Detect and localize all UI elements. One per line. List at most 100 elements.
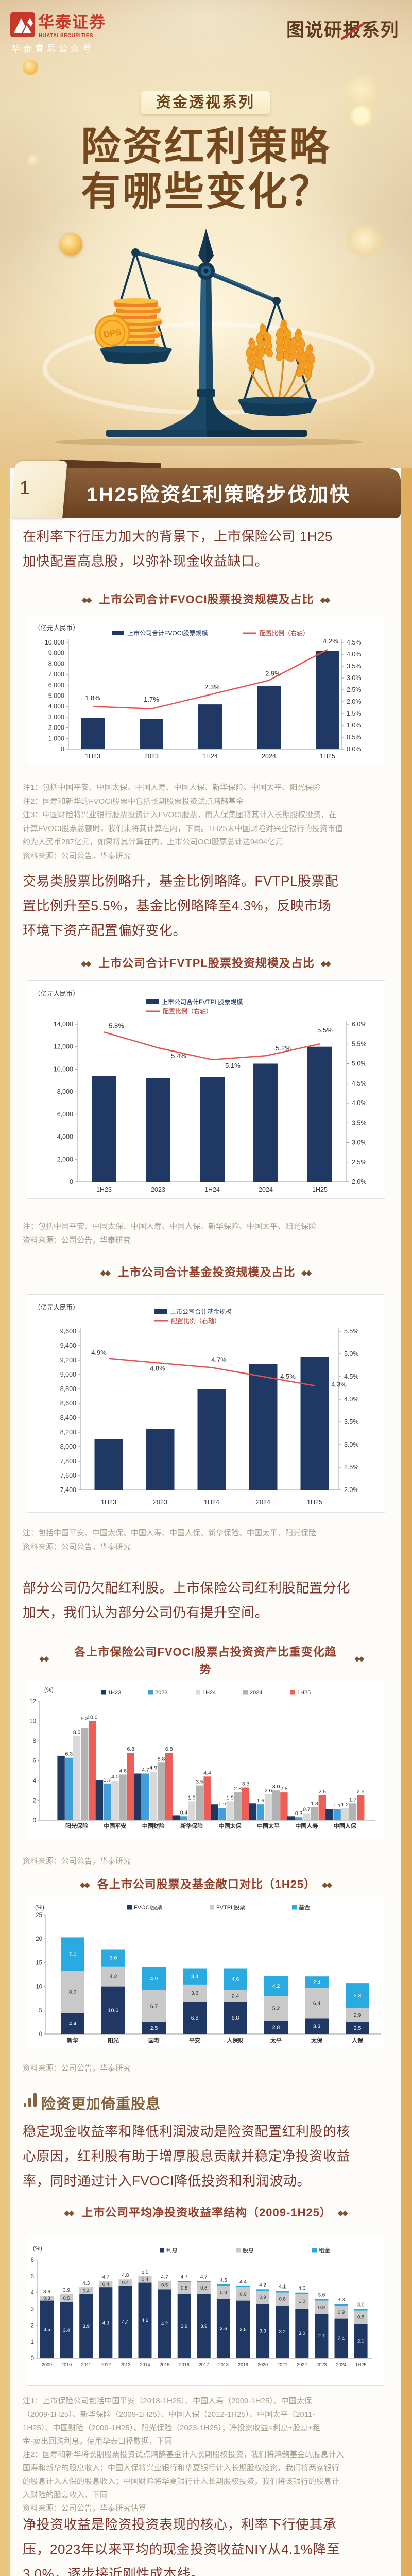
svg-text:阳光: 阳光: [108, 2037, 119, 2044]
svg-text:FVTPL股票: FVTPL股票: [216, 1904, 245, 1911]
svg-text:15: 15: [36, 1960, 42, 1966]
svg-text:2013: 2013: [120, 2362, 130, 2367]
svg-text:1.7%: 1.7%: [144, 696, 159, 703]
svg-text:2.1: 2.1: [357, 2338, 364, 2344]
svg-text:3.6: 3.6: [318, 2292, 325, 2298]
svg-text:4.7: 4.7: [181, 2274, 188, 2280]
svg-text:6,000: 6,000: [48, 682, 64, 689]
svg-text:中国平安: 中国平安: [104, 1822, 126, 1829]
svg-text:8,400: 8,400: [60, 1414, 76, 1421]
svg-text:1,000: 1,000: [48, 735, 64, 742]
svg-text:2: 2: [33, 1798, 36, 1804]
svg-text:1H25: 1H25: [320, 753, 335, 760]
svg-text:5.4%: 5.4%: [171, 1052, 186, 1060]
svg-text:6.8: 6.8: [127, 1746, 134, 1752]
svg-text:5.5%: 5.5%: [352, 1040, 367, 1047]
svg-text:3.6: 3.6: [110, 1955, 117, 1961]
svg-text:2.5: 2.5: [318, 1789, 326, 1795]
svg-text:5.1%: 5.1%: [225, 1062, 241, 1070]
svg-text:20: 20: [36, 1936, 42, 1942]
svg-text:2.8: 2.8: [234, 1786, 242, 1792]
svg-text:4.5%: 4.5%: [352, 1080, 367, 1087]
svg-text:配置比例（右轴）: 配置比例（右轴）: [260, 629, 309, 637]
svg-text:2024: 2024: [262, 753, 276, 760]
svg-text:4.6: 4.6: [142, 2318, 148, 2324]
svg-text:中国财险: 中国财险: [142, 1822, 165, 1829]
svg-text:4.4: 4.4: [122, 2319, 129, 2325]
svg-text:2023: 2023: [153, 1499, 167, 1506]
svg-text:国寿: 国寿: [148, 2037, 160, 2044]
svg-text:8,000: 8,000: [48, 660, 64, 667]
svg-text:2.9%: 2.9%: [265, 670, 281, 677]
svg-text:0.4: 0.4: [142, 2277, 148, 2282]
svg-text:4: 4: [31, 2290, 35, 2296]
svg-text:1.2: 1.2: [341, 1802, 349, 1808]
svg-text:人保财: 人保财: [227, 2037, 244, 2044]
svg-text:2.8: 2.8: [280, 1786, 288, 1792]
svg-text:5.8%: 5.8%: [109, 1022, 124, 1029]
svg-text:2012: 2012: [100, 2362, 111, 2367]
svg-text:3.5%: 3.5%: [344, 1418, 359, 1426]
svg-text:2020: 2020: [258, 2362, 268, 2367]
svg-text:4.0%: 4.0%: [352, 1099, 367, 1107]
svg-text:3.5: 3.5: [196, 1779, 203, 1785]
svg-text:中国太保: 中国太保: [219, 1822, 242, 1829]
svg-text:4.3: 4.3: [102, 2320, 109, 2326]
svg-text:4.7: 4.7: [200, 2274, 208, 2280]
svg-text:0.9: 0.9: [259, 2295, 266, 2300]
svg-text:0.8: 0.8: [200, 2285, 207, 2291]
svg-text:1H23: 1H23: [85, 753, 100, 760]
svg-text:6.8: 6.8: [165, 1746, 173, 1752]
svg-text:3.4: 3.4: [63, 2328, 70, 2333]
svg-text:(%): (%): [44, 1687, 54, 1693]
svg-text:2023: 2023: [144, 753, 159, 760]
svg-text:5.5%: 5.5%: [317, 1026, 333, 1034]
svg-text:8.5: 8.5: [73, 1729, 81, 1735]
svg-text:3.7: 3.7: [104, 1777, 111, 1783]
svg-text:基金: 基金: [299, 1904, 310, 1911]
svg-text:配置比例（右轴）: 配置比例（右轴）: [171, 1317, 220, 1325]
svg-text:1.9: 1.9: [188, 1794, 196, 1801]
svg-text:0.0%: 0.0%: [347, 745, 362, 753]
svg-text:1H25: 1H25: [312, 1186, 328, 1193]
svg-text:4.9%: 4.9%: [91, 1349, 107, 1357]
svg-text:1H24: 1H24: [202, 753, 218, 760]
svg-text:2.9: 2.9: [354, 2012, 362, 2019]
svg-text:3.0: 3.0: [299, 2331, 305, 2336]
svg-text:5,000: 5,000: [48, 692, 64, 700]
svg-text:3.0%: 3.0%: [352, 1139, 367, 1146]
svg-text:3.6: 3.6: [220, 2326, 227, 2332]
svg-text:4.7%: 4.7%: [211, 1355, 227, 1363]
svg-text:中国人保: 中国人保: [334, 1822, 357, 1829]
svg-text:2.0%: 2.0%: [344, 1486, 359, 1494]
svg-text:0.8: 0.8: [357, 2314, 364, 2320]
svg-text:6.0%: 6.0%: [352, 1021, 367, 1028]
svg-text:5.2%: 5.2%: [276, 1044, 291, 1052]
svg-text:1.5%: 1.5%: [347, 710, 362, 717]
svg-text:4.6: 4.6: [119, 1768, 127, 1774]
svg-text:0.5%: 0.5%: [347, 734, 362, 741]
svg-text:0.3: 0.3: [295, 1810, 303, 1817]
svg-text:8: 8: [33, 1738, 36, 1744]
svg-text:8,000: 8,000: [57, 1088, 73, 1095]
svg-text:9.3: 9.3: [81, 1716, 89, 1722]
svg-text:5.3: 5.3: [354, 1993, 362, 1999]
svg-text:1.1: 1.1: [333, 1803, 341, 1809]
svg-text:4: 4: [33, 1778, 37, 1784]
svg-text:4.7: 4.7: [161, 2274, 168, 2280]
svg-text:4.4: 4.4: [239, 2279, 247, 2285]
svg-text:7,800: 7,800: [60, 1458, 76, 1465]
svg-text:华泰证券: 华泰证券: [38, 13, 106, 31]
svg-text:上市公司合计FVTPL股票规模: 上市公司合计FVTPL股票规模: [162, 998, 243, 1006]
svg-text:3.0: 3.0: [357, 2302, 365, 2308]
svg-text:0: 0: [39, 2031, 42, 2038]
svg-text:2.4: 2.4: [232, 1993, 239, 1999]
svg-text:5.2: 5.2: [272, 2006, 280, 2012]
svg-text:3.5: 3.5: [239, 2327, 246, 2332]
svg-text:4.5: 4.5: [220, 2278, 227, 2283]
svg-text:4.6: 4.6: [232, 1976, 239, 1982]
svg-text:新华保险: 新华保险: [180, 1822, 203, 1829]
svg-text:2.3%: 2.3%: [204, 683, 220, 691]
svg-text:1.7: 1.7: [349, 1797, 357, 1803]
svg-text:1.0: 1.0: [299, 2299, 305, 2304]
